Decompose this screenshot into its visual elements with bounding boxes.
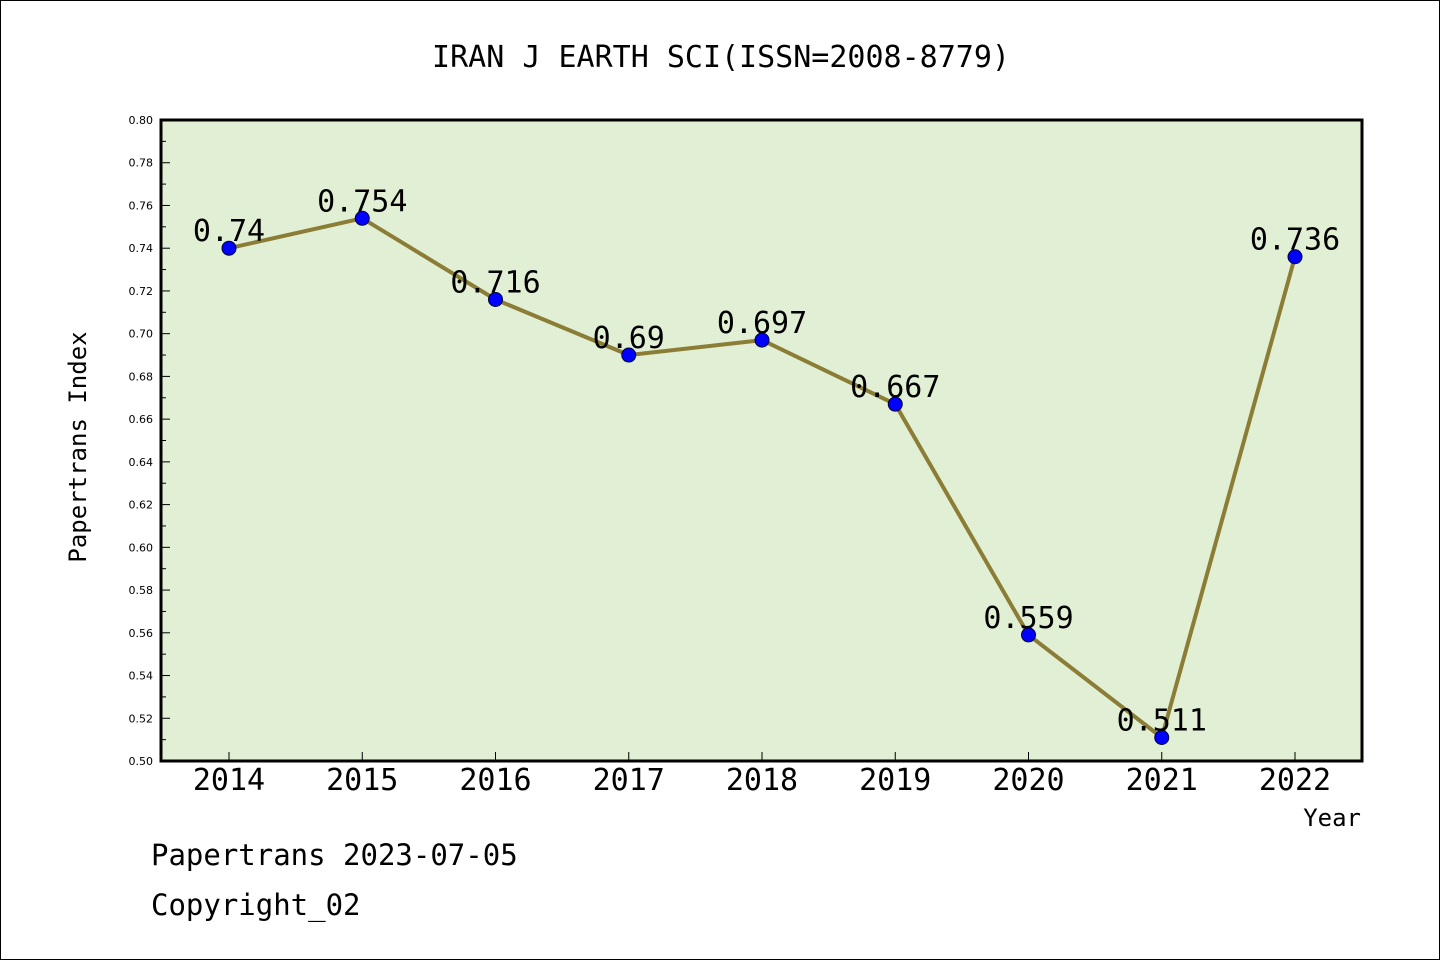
series xyxy=(221,210,1303,745)
y-tick-label: 0.64 xyxy=(129,456,154,469)
data-label: 0.667 xyxy=(850,370,940,405)
y-tick-label: 0.66 xyxy=(129,413,154,426)
y-tick-label: 0.52 xyxy=(129,712,154,725)
data-point-marker xyxy=(1287,249,1303,265)
footer-copyright: Copyright_02 xyxy=(151,888,361,923)
y-axis-label: Papertrans Index xyxy=(64,331,92,562)
y-tick-label: 0.56 xyxy=(129,627,154,640)
chart-title: IRAN J EARTH SCI(ISSN=2008-8779) xyxy=(432,40,1010,75)
data-point-marker xyxy=(221,240,237,256)
data-label: 0.736 xyxy=(1250,223,1340,258)
x-tick-label: 2022 xyxy=(1259,763,1331,798)
x-axis-label: Year xyxy=(1303,804,1361,832)
y-tick-label: 0.60 xyxy=(129,541,154,554)
x-tick-label: 2017 xyxy=(593,763,665,798)
data-point-marker xyxy=(887,396,903,412)
data-label: 0.69 xyxy=(593,321,665,356)
data-labels: 0.74 0.754 0.716 0.69 0.697 0.667 0.559 0.511 0.… xyxy=(193,184,1340,738)
x-tick-label: 2021 xyxy=(1126,763,1198,798)
y-tick-label: 0.80 xyxy=(129,114,154,127)
x-axis: 2014 2015 2016 2017 2018 2019 2020 2021 2022 xyxy=(193,752,1331,798)
data-label: 0.697 xyxy=(717,306,807,341)
data-point-marker xyxy=(621,347,637,363)
data-label: 0.559 xyxy=(983,601,1073,636)
data-label: 0.716 xyxy=(450,265,540,300)
y-tick-label: 0.62 xyxy=(129,499,154,512)
x-tick-label: 2016 xyxy=(459,763,531,798)
x-tick-label: 2015 xyxy=(326,763,398,798)
y-tick-label: 0.74 xyxy=(129,242,154,255)
data-point-marker xyxy=(1154,729,1170,745)
data-label: 0.511 xyxy=(1117,703,1207,738)
footer-date: Papertrans 2023-07-05 xyxy=(151,838,518,872)
data-label: 0.754 xyxy=(317,184,407,219)
y-tick-label: 0.70 xyxy=(129,328,154,341)
y-axis: 0.50 0.52 0.54 0.56 0.58 0.60 0.62 0.64 0.66 0.68… xyxy=(129,114,170,768)
plot-area xyxy=(159,118,1364,763)
data-point-marker xyxy=(754,332,770,348)
x-tick-label: 2020 xyxy=(992,763,1064,798)
y-tick-label: 0.54 xyxy=(129,670,154,683)
y-tick-label: 0.50 xyxy=(129,755,154,768)
data-point-marker xyxy=(488,291,503,307)
data-point-marker xyxy=(1021,627,1036,643)
data-point-marker xyxy=(354,210,370,226)
x-tick-label: 2014 xyxy=(193,763,265,798)
y-tick-label: 0.78 xyxy=(129,157,154,170)
y-tick-label: 0.58 xyxy=(129,584,154,597)
x-tick-label: 2019 xyxy=(859,763,931,798)
data-label: 0.74 xyxy=(193,214,265,249)
y-tick-label: 0.68 xyxy=(129,370,154,383)
y-tick-label: 0.76 xyxy=(129,199,154,212)
x-tick-label: 2018 xyxy=(726,763,798,798)
y-tick-label: 0.72 xyxy=(129,285,154,298)
